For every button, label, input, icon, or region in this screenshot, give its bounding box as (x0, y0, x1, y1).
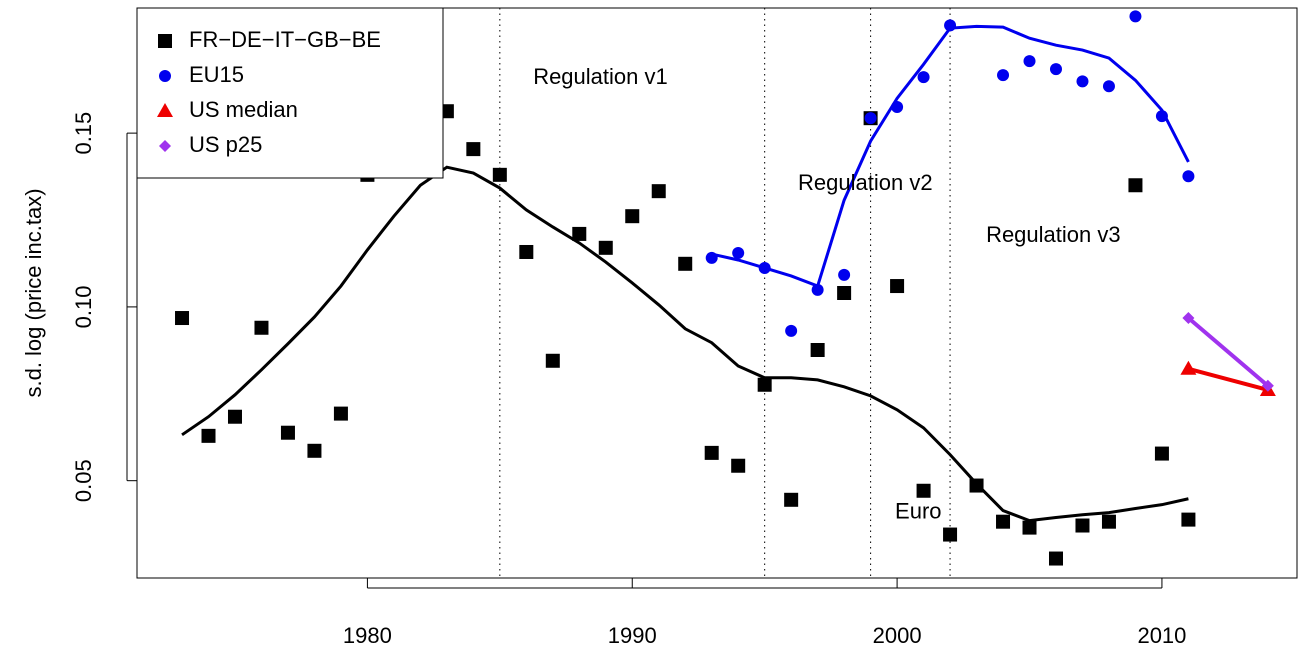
point (307, 443, 322, 458)
legend-marker (158, 34, 172, 48)
point (705, 251, 718, 264)
point (890, 279, 905, 294)
point (704, 445, 719, 460)
point (785, 324, 798, 337)
point (1182, 170, 1195, 183)
point (1023, 55, 1036, 68)
point (572, 226, 587, 241)
point (625, 209, 640, 224)
point (864, 112, 877, 125)
point (1048, 551, 1063, 566)
series-line (1187, 366, 1269, 392)
point (784, 492, 799, 507)
x-tick-label: 2000 (873, 623, 922, 647)
legend: FR−DE−IT−GB−BE EU15 US median US p25 (136, 7, 444, 179)
plot (175, 10, 1276, 566)
plot-frame (136, 7, 1298, 579)
point (1182, 312, 1195, 325)
point (1180, 360, 1197, 375)
legend-marker (159, 70, 171, 82)
point (1102, 80, 1115, 93)
legend-label: EU15 (189, 62, 244, 87)
x-tick-label: 1980 (343, 623, 392, 647)
point (227, 409, 242, 424)
point (545, 353, 560, 368)
point (1075, 518, 1090, 533)
point (996, 514, 1011, 529)
point (175, 311, 190, 326)
point (838, 268, 851, 281)
point (201, 428, 216, 443)
annotation: Euro (895, 498, 941, 523)
point (1154, 446, 1169, 461)
point (891, 101, 904, 114)
point (280, 425, 295, 440)
point (810, 343, 825, 357)
point (1022, 520, 1037, 535)
point (492, 167, 507, 182)
point (598, 240, 613, 255)
legend-marker (157, 103, 173, 117)
point (1261, 379, 1274, 392)
y-tick-label: 0.05 (71, 459, 96, 502)
trend-line (711, 24, 1190, 289)
legend-marker (159, 140, 171, 152)
legend-box (136, 7, 444, 179)
point (1181, 512, 1196, 527)
legend-label: US median (189, 97, 298, 122)
point (678, 256, 693, 271)
point (466, 142, 481, 157)
trend-line (181, 165, 1189, 523)
x-tick-label: 2010 (1137, 623, 1186, 647)
point (519, 244, 534, 259)
point (944, 19, 957, 32)
point (758, 261, 771, 274)
annotation: Regulation v3 (986, 222, 1121, 247)
point (917, 71, 930, 84)
point (916, 483, 931, 498)
point (1155, 110, 1168, 123)
point (837, 286, 852, 300)
legend-label: US p25 (189, 132, 262, 157)
point (1129, 10, 1142, 23)
point (811, 283, 824, 296)
point (732, 247, 745, 260)
point (651, 184, 666, 199)
point (943, 527, 958, 542)
point (1049, 63, 1062, 76)
y-tick-label: 0.15 (71, 112, 96, 155)
annotation: Regulation v1 (533, 64, 668, 89)
x-tick-label: 1990 (608, 623, 657, 647)
series-line (1187, 316, 1270, 388)
point (969, 478, 984, 493)
legend-label: FR−DE−IT−GB−BE (189, 27, 381, 52)
y-tick-label: 0.10 (71, 285, 96, 328)
point (1076, 75, 1089, 88)
point (1101, 514, 1116, 529)
point (757, 377, 772, 392)
point (731, 458, 746, 473)
annotation: Regulation v2 (798, 170, 933, 195)
point (997, 69, 1010, 82)
y-axis-label: s.d. log (price inc.tax) (21, 188, 46, 397)
point (254, 320, 269, 335)
point (1128, 178, 1143, 193)
point (333, 406, 348, 421)
